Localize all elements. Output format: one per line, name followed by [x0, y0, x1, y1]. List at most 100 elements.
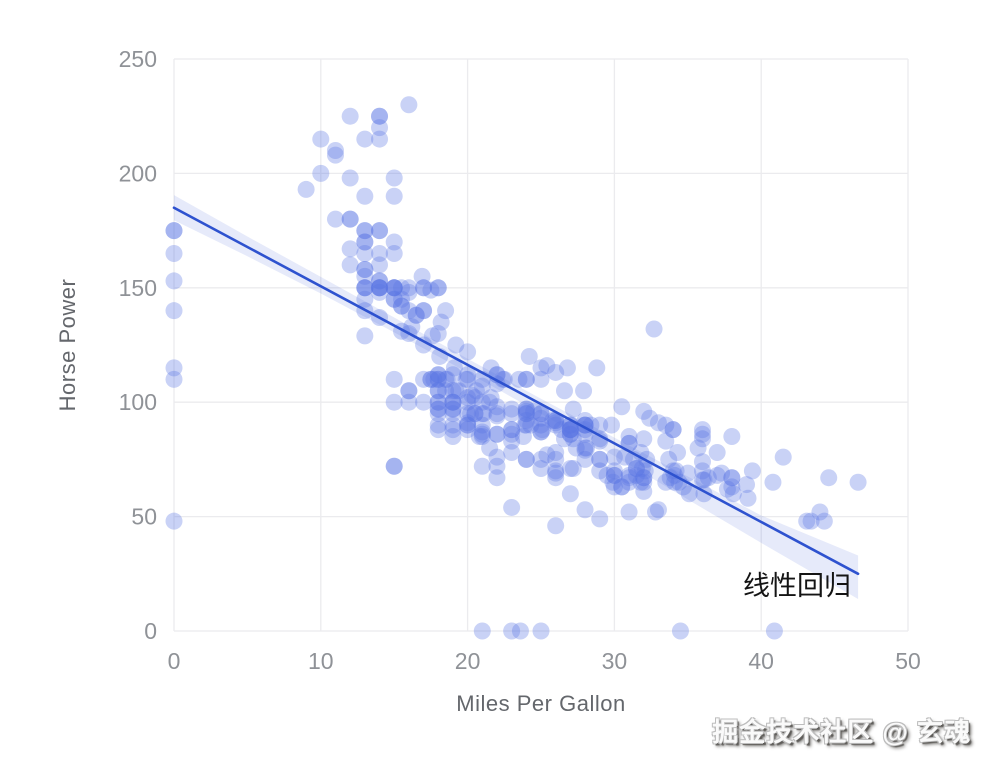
- scatter-point: [517, 405, 535, 423]
- scatter-point: [429, 400, 447, 418]
- scatter-point: [723, 469, 741, 487]
- scatter-point: [532, 409, 550, 427]
- scatter-point: [459, 416, 477, 434]
- scatter-point: [450, 382, 468, 400]
- scatter-point: [165, 222, 183, 240]
- scatter-point: [473, 393, 491, 411]
- scatter-point: [444, 400, 462, 418]
- scatter-point: [664, 421, 682, 439]
- scatter-point: [341, 240, 359, 258]
- scatter-point: [429, 405, 447, 423]
- scatter-point: [466, 389, 484, 407]
- scatter-point: [326, 210, 344, 228]
- scatter-point: [578, 439, 596, 457]
- scatter-point: [532, 423, 550, 441]
- scatter-point: [620, 466, 638, 484]
- scatter-point: [561, 421, 579, 439]
- scatter-point: [429, 382, 447, 400]
- scatter-point: [481, 439, 499, 457]
- scatter-point: [422, 370, 440, 388]
- scatter-point: [356, 233, 374, 251]
- scatter-point: [488, 469, 506, 487]
- scatter-point: [481, 393, 499, 411]
- scatter-point: [356, 267, 374, 285]
- scatter-point: [393, 297, 411, 315]
- scatter-point: [708, 444, 726, 462]
- scatter-point: [627, 460, 645, 478]
- scatter-point: [699, 469, 717, 487]
- scatter-point: [466, 405, 484, 423]
- scatter-point: [627, 466, 645, 484]
- scatter-point: [422, 370, 440, 388]
- scatter-point: [459, 370, 477, 388]
- scatter-point: [588, 359, 606, 377]
- scatter-point: [564, 400, 582, 418]
- scatter-point: [444, 366, 462, 384]
- scatter-point: [429, 366, 447, 384]
- scatter-point: [385, 457, 403, 475]
- scatter-point: [517, 450, 535, 468]
- scatter-point: [635, 469, 653, 487]
- scatter-point: [561, 485, 579, 503]
- x-tick-label: 40: [748, 648, 774, 674]
- scatter-point: [297, 180, 315, 198]
- scatter-point: [547, 517, 565, 535]
- scatter-point: [482, 359, 500, 377]
- scatter-point: [400, 283, 418, 301]
- scatter-point: [633, 460, 651, 478]
- scatter-point: [415, 302, 433, 320]
- x-tick-label: 50: [895, 648, 921, 674]
- scatter-point: [356, 233, 374, 251]
- scatter-point: [532, 416, 550, 434]
- scatter-point: [664, 421, 682, 439]
- scatter-point: [488, 457, 506, 475]
- y-tick-label: 200: [119, 160, 157, 186]
- scatter-point: [444, 428, 462, 446]
- scatter-point: [488, 448, 506, 466]
- scatter-point: [815, 512, 833, 530]
- scatter-point: [743, 462, 761, 480]
- scatter-point: [591, 450, 609, 468]
- scatter-point: [473, 425, 491, 443]
- scatter-point: [576, 501, 594, 519]
- scatter-point: [765, 622, 783, 640]
- scatter-point: [695, 471, 713, 489]
- scatter-point: [385, 370, 403, 388]
- scatter-point: [438, 370, 456, 388]
- scatter-point: [605, 462, 623, 480]
- scatter-point: [517, 405, 535, 423]
- scatter-point: [511, 622, 529, 640]
- scatter-point: [385, 187, 403, 205]
- scatter-point: [647, 503, 665, 521]
- scatter-point: [591, 510, 609, 528]
- scatter-point: [429, 421, 447, 439]
- scatter-point: [356, 290, 374, 308]
- scatter-point: [473, 622, 491, 640]
- scatter-point: [503, 432, 521, 450]
- scatter-point: [774, 448, 792, 466]
- scatter-point: [598, 466, 616, 484]
- confidence-band: [174, 195, 859, 599]
- scatter-point: [371, 222, 389, 240]
- regression-line: [172, 206, 860, 576]
- scatter-point: [444, 405, 462, 423]
- scatter-point: [635, 482, 653, 500]
- scatter-point: [341, 256, 359, 274]
- scatter-point: [494, 370, 512, 388]
- scatter-point: [385, 393, 403, 411]
- scatter-point: [604, 473, 622, 491]
- scatter-point: [371, 256, 389, 274]
- scatter-point: [517, 402, 535, 420]
- scatter-point: [693, 471, 711, 489]
- scatter-point: [447, 336, 465, 354]
- scatter-point: [620, 428, 638, 446]
- scatter-point: [473, 423, 491, 441]
- scatter-point: [393, 290, 411, 308]
- scatter-point: [444, 416, 462, 434]
- scatter-point: [503, 622, 521, 640]
- scatter-point: [473, 457, 491, 475]
- scatter-point: [547, 450, 565, 468]
- scatter-point: [444, 400, 462, 418]
- scatter-point: [371, 107, 389, 125]
- scatter-point: [385, 290, 403, 308]
